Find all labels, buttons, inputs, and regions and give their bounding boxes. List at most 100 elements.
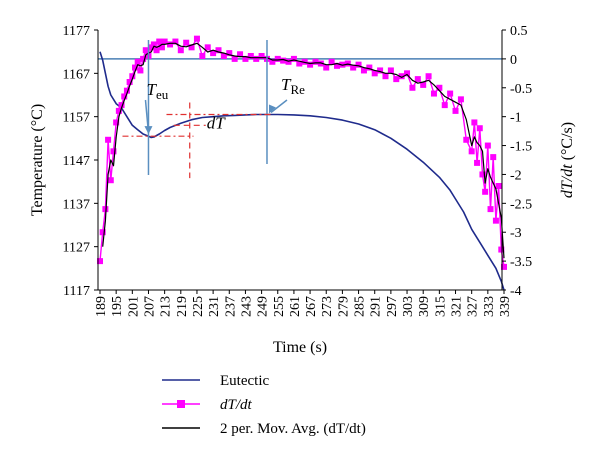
dtdt-point [495, 183, 502, 189]
dtdt-point [204, 44, 211, 51]
series-layer [97, 35, 507, 291]
x-tick-label: 267 [304, 296, 319, 317]
dtdt-point [452, 107, 459, 114]
dtdt-point [274, 55, 281, 62]
dtdt-line [99, 38, 505, 268]
dtdt-point [132, 64, 139, 71]
y-right-tick-label: -1.5 [510, 140, 532, 155]
dtdt-point [301, 58, 308, 65]
y-left-tick-label: 1137 [63, 197, 90, 212]
x-tick-label: 231 [207, 296, 222, 317]
dtdt-point [121, 93, 128, 100]
dtdt-point [484, 142, 491, 149]
dtdt-point [129, 73, 136, 80]
dtdt-point [172, 38, 179, 45]
dtdt-point [161, 38, 168, 45]
axis-layer: 1117 1127 1137 1147 1157 1167 1177 -4 -3.5 -3 -2.5… [29, 24, 576, 356]
x-tick-label: 207 [142, 296, 157, 317]
x-tick-label: 327 [466, 296, 481, 317]
dtdt-point [468, 148, 475, 155]
dtdt-point [323, 64, 330, 71]
dtdt-point [377, 67, 384, 74]
dtdt-point [253, 55, 260, 62]
x-tick-label: 189 [94, 296, 109, 317]
dtdt-point [110, 148, 117, 155]
dtdt-point [404, 70, 411, 77]
y-left-tick-label: 1157 [63, 111, 90, 126]
dtdt-point [371, 70, 378, 77]
t-re-arrow-head [268, 104, 276, 114]
x-tick-label: 315 [433, 296, 448, 317]
x-tick-label: 213 [159, 296, 174, 317]
x-tick-label: 321 [450, 296, 465, 317]
dtdt-point [425, 73, 432, 80]
y-right-tick-label: 0.5 [510, 24, 528, 39]
dtdt-point [269, 58, 276, 65]
dtdt-point [382, 73, 389, 80]
dtdt-point [441, 102, 448, 109]
dtdt-point [115, 107, 122, 114]
dtdt-point [97, 258, 103, 265]
y-left-tick-label: 1167 [63, 67, 90, 82]
t-eu-label: Teu [146, 80, 168, 102]
x-axis-label: Time (s) [273, 339, 327, 356]
dtdt-point [183, 39, 190, 46]
dtdt-point [479, 171, 486, 178]
dtdt-point [490, 154, 497, 161]
dtdt-point [366, 64, 373, 71]
dtdt-point [107, 177, 114, 184]
x-tick-label: 225 [191, 296, 206, 317]
dtdt-point [158, 44, 165, 51]
x-tick-label: 219 [175, 296, 190, 317]
annotation-layer: Teu TRe dT [122, 40, 305, 179]
x-tick-label: 291 [369, 296, 384, 317]
dtdt-point [123, 87, 130, 94]
y-right-tick-label: -3 [510, 226, 522, 241]
legend-eutectic-label: Eutectic [220, 373, 269, 389]
dtdt-point [474, 159, 481, 166]
dtdt-point [177, 47, 184, 54]
y-right-tick-label: 0 [510, 53, 517, 68]
x-tick-label: 333 [482, 296, 497, 317]
legend: Eutectic dT/dt 2 per. Mov. Avg. (dT/dt) [162, 373, 366, 437]
dtdt-point [237, 51, 244, 58]
dtdt-point [188, 44, 195, 51]
dtdt-point [350, 64, 357, 71]
dtdt-point [328, 58, 335, 65]
dt-label: dT [207, 114, 227, 133]
dtdt-point [409, 84, 416, 91]
dtdt-point [137, 67, 144, 74]
x-tick-label: 255 [272, 296, 287, 317]
dtdt-point [476, 125, 483, 132]
dtdt-point [242, 55, 249, 62]
dtdt-point [258, 53, 265, 59]
y-right-tick-label: -4 [510, 284, 522, 299]
y-right-tick-label: -3.5 [510, 255, 532, 270]
x-tick-label: 261 [288, 296, 303, 317]
dtdt-point [140, 55, 147, 62]
y-left-tick-label: 1147 [63, 154, 90, 169]
x-tick-label: 309 [417, 296, 432, 317]
t-re-label: TRe [281, 75, 305, 97]
dtdt-point [102, 206, 109, 213]
dtdt-point [193, 35, 200, 42]
x-tick-label: 249 [256, 296, 271, 317]
eutectic-line [99, 51, 505, 291]
y-left-axis-label: Temperature (°C) [29, 104, 46, 216]
moving-average-line [102, 42, 505, 259]
dtdt-point [280, 57, 287, 64]
dtdt-point [501, 263, 507, 270]
y-left-tick-label: 1117 [63, 284, 90, 299]
dtdt-point [360, 67, 367, 74]
legend-dtdt-marker [177, 400, 185, 408]
dtdt-point [296, 60, 303, 67]
dtdt-point [482, 188, 489, 195]
dtdt-point [307, 61, 314, 68]
dtdt-point [430, 90, 437, 97]
x-tick-label: 243 [239, 296, 254, 317]
dtdt-point [334, 62, 341, 69]
dtdt-point [105, 136, 112, 143]
dtdt-point [226, 50, 233, 57]
dtdt-point [231, 55, 238, 62]
x-tick-label: 297 [385, 296, 400, 317]
